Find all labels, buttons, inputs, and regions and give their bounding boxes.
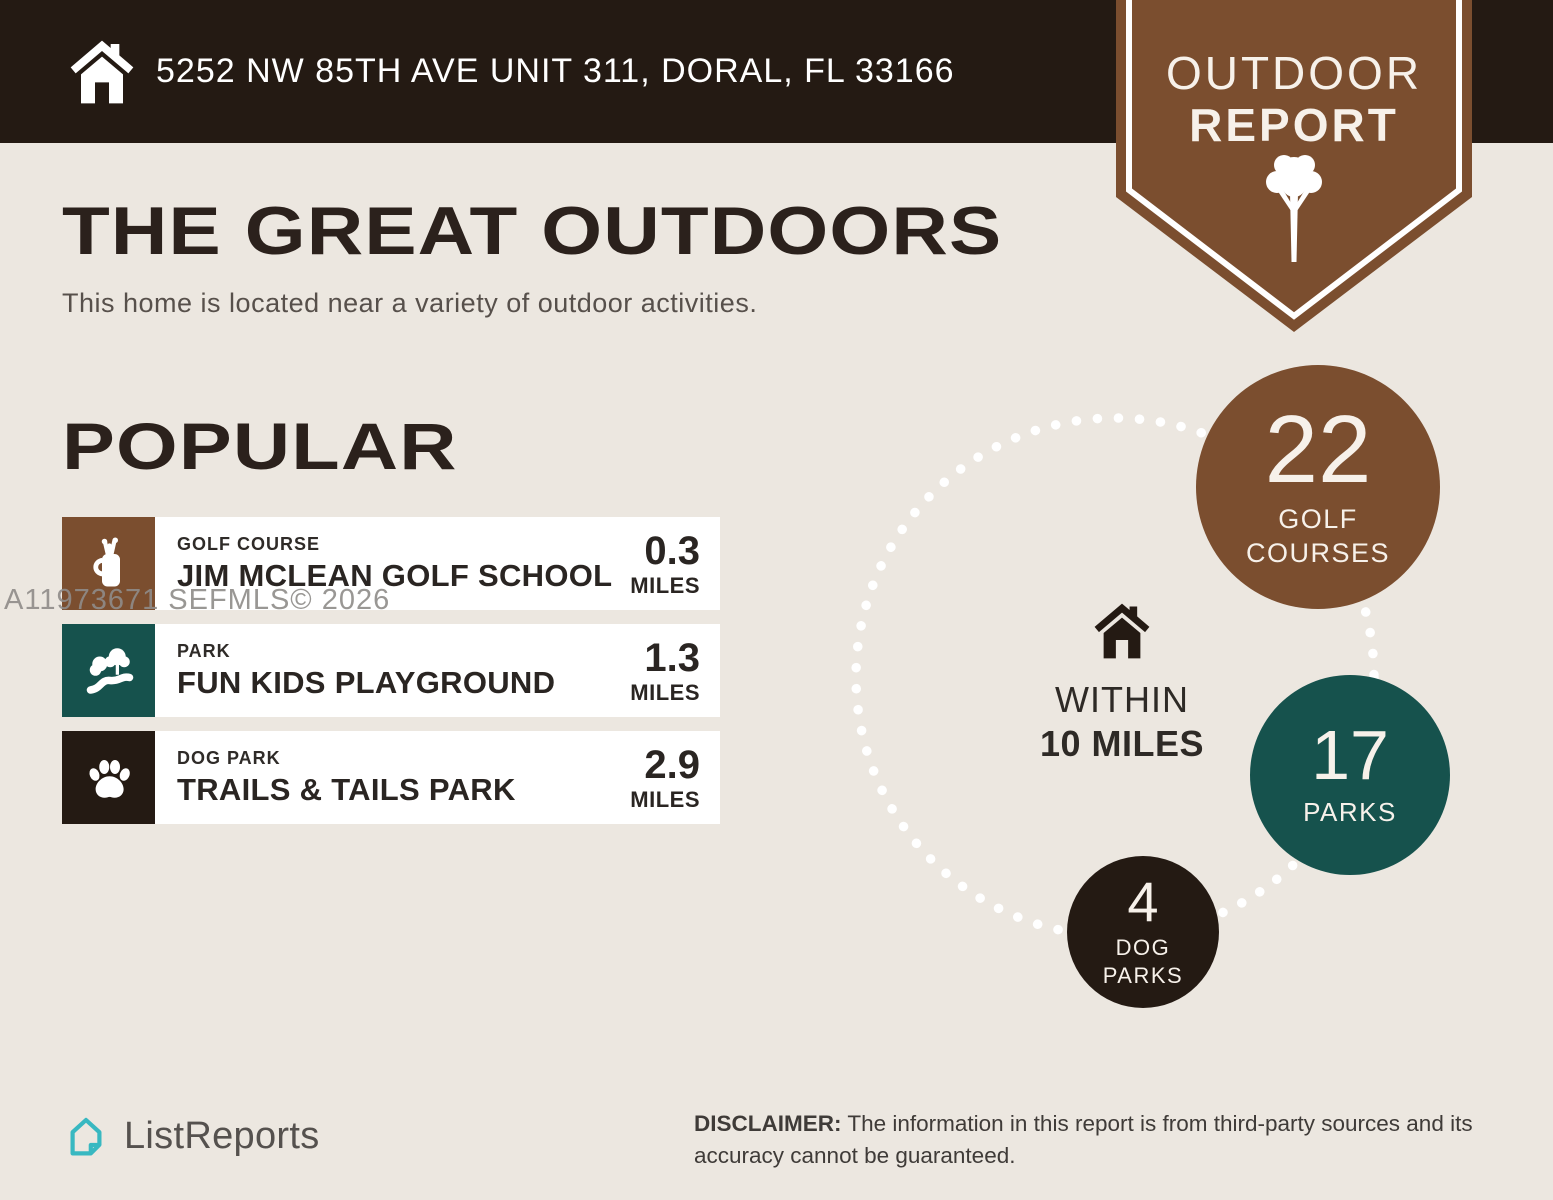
popular-heading: POPULAR: [62, 409, 458, 483]
home-icon: [1094, 603, 1150, 659]
item-distance: 1.3 MILES: [630, 635, 700, 705]
stat-count: 17: [1311, 715, 1389, 794]
badge-title-line1: OUTDOOR: [1165, 47, 1423, 99]
mls-watermark: A11973671 SEFMLS© 2026: [4, 584, 391, 616]
list-item-dog-park: DOG PARK TRAILS & TAILS PARK 2.9 MILES: [62, 731, 720, 824]
disclaimer: DISCLAIMER: The information in this repo…: [694, 1108, 1506, 1171]
home-icon: [70, 40, 134, 104]
item-distance: 0.3 MILES: [630, 528, 700, 598]
stat-count: 4: [1127, 869, 1159, 933]
tree-icon: [1266, 155, 1322, 262]
badge-title-line2: REPORT: [1189, 99, 1399, 151]
item-category: DOG PARK: [177, 747, 281, 768]
item-name: TRAILS & TAILS PARK: [177, 771, 516, 807]
listreports-logo: ListReports: [62, 1110, 320, 1162]
brand-name: ListReports: [124, 1114, 320, 1157]
radius-center: WITHIN 10 MILES: [1022, 596, 1222, 765]
outdoor-report-badge: OUTDOOR REPORT: [1116, 0, 1472, 332]
list-item-golf-course: GOLF COURSE JIM MCLEAN GOLF SCHOOL 0.3 M…: [62, 517, 720, 610]
property-address: 5252 NW 85TH AVE UNIT 311, DORAL, FL 331…: [156, 52, 955, 90]
stat-parks: 17 PARKS: [1250, 675, 1450, 875]
stat-count: 22: [1264, 395, 1372, 503]
item-category: GOLF COURSE: [177, 533, 321, 554]
listreports-house-icon: [70, 1117, 102, 1156]
disclaimer-text: The information in this report is from t…: [694, 1111, 1473, 1168]
item-name: JIM MCLEAN GOLF SCHOOL: [177, 557, 613, 593]
item-distance: 2.9 MILES: [630, 742, 700, 812]
stat-dog-parks: 4 DOG PARKS: [1067, 856, 1219, 1008]
disclaimer-label: DISCLAIMER:: [694, 1111, 842, 1136]
list-item-park: PARK FUN KIDS PLAYGROUND 1.3 MILES: [62, 624, 720, 717]
paw-icon: [62, 731, 155, 824]
park-icon: [62, 624, 155, 717]
miles-label: 10 MILES: [1039, 723, 1205, 764]
golf-bag-icon: [62, 517, 155, 610]
item-name: FUN KIDS PLAYGROUND: [177, 664, 556, 700]
item-category: PARK: [177, 640, 231, 661]
stat-golf-courses: 22 GOLF COURSES: [1196, 365, 1440, 609]
page-title: THE GREAT OUTDOORS: [62, 193, 1003, 269]
page-subtitle: This home is located near a variety of o…: [62, 288, 758, 318]
within-label: WITHIN: [1055, 679, 1189, 720]
